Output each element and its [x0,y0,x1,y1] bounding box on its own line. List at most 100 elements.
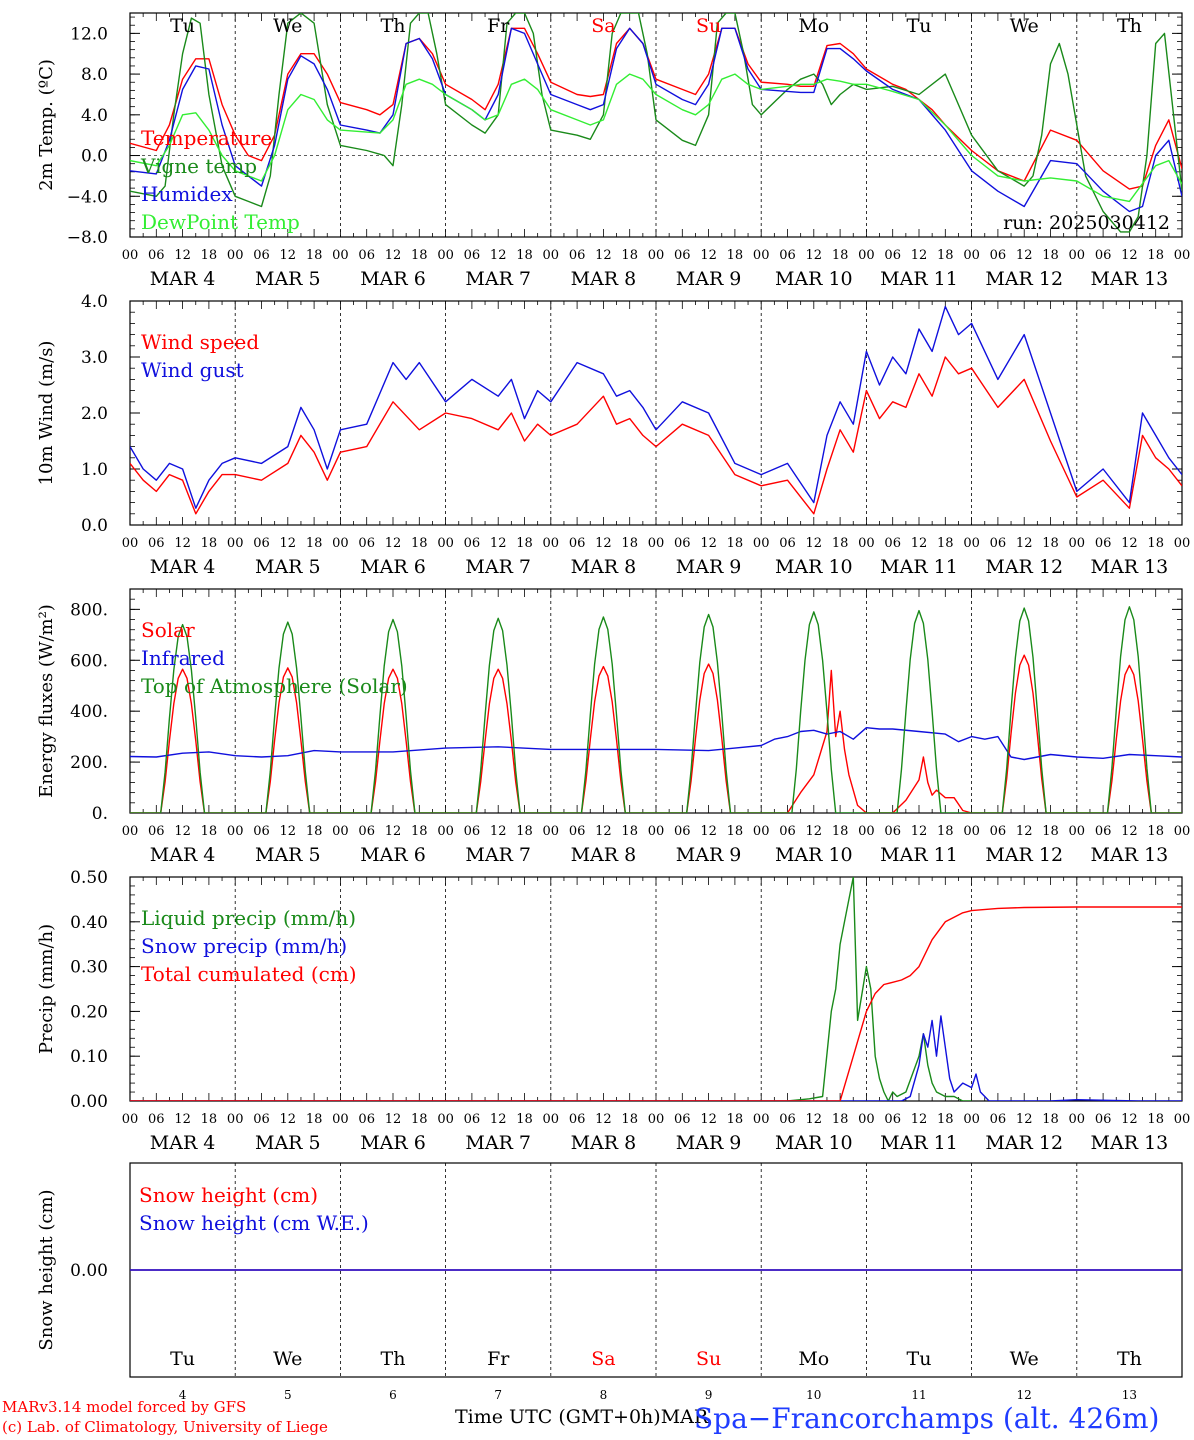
date-label: MAR 7 [465,844,531,866]
hour-label: 06 [990,248,1007,263]
hour-label: 00 [227,248,244,263]
hour-label: 00 [753,824,770,839]
day-number-label: 13 [1122,1388,1137,1400]
plot-area [130,606,1182,813]
weekday-label: Tu [907,15,932,37]
hour-label: 06 [779,1112,796,1127]
hour-label: 00 [437,824,454,839]
hour-label: 06 [990,536,1007,551]
hour-label: 00 [648,248,665,263]
day-number-label: 12 [1017,1388,1032,1400]
y-axis-label: 2m Temp. (ºC) [36,59,57,191]
hour-label: 06 [464,824,481,839]
date-label: MAR 5 [255,844,321,866]
hour-label: 00 [227,536,244,551]
x-axis-title: Time UTC (GMT+0h)MAR [455,1406,708,1428]
hour-label: 06 [464,248,481,263]
hour-label: 18 [1042,536,1059,551]
hour-label: 18 [201,248,218,263]
legend-entry: Snow height (cm) [139,1183,318,1207]
y-tick-label: 4.0 [81,106,108,126]
hour-label: 06 [569,248,586,263]
run-annotation: run: 2025030412 [1003,212,1170,234]
day-number-label: 10 [806,1388,821,1400]
hour-label: 18 [621,824,638,839]
hour-label: 18 [727,824,744,839]
date-label: MAR 13 [1091,268,1169,290]
y-tick-label: 600. [70,651,108,671]
hour-label: 12 [1016,536,1033,551]
y-tick-label: 0.50 [70,868,108,888]
hour-label: 18 [516,248,533,263]
y-tick-label: 2.0 [81,404,108,424]
hour-label: 06 [884,536,901,551]
date-label: MAR 12 [985,1132,1063,1154]
date-label: MAR 13 [1091,556,1169,578]
hour-label: 00 [543,536,560,551]
hour-label: 18 [411,1112,428,1127]
y-tick-label: −4.0 [67,187,108,207]
hour-label: 06 [1095,824,1112,839]
weekday-label: We [1010,1348,1039,1370]
y-tick-label: 0. [92,804,108,824]
y-tick-label: 800. [70,600,108,620]
date-label: MAR 10 [775,844,853,866]
hour-label: 18 [1147,536,1164,551]
date-label: MAR 9 [676,844,742,866]
hour-label: 06 [884,824,901,839]
date-label: MAR 7 [465,556,531,578]
weekday-label: Sa [591,1348,615,1370]
hour-label: 00 [858,248,875,263]
series-line-total-cumulated-cm [130,906,1182,1101]
hour-label: 18 [306,248,323,263]
hour-label: 12 [700,248,717,263]
hour-label: 18 [411,248,428,263]
y-tick-label: 0.10 [70,1047,108,1067]
date-label: MAR 11 [880,1132,958,1154]
weekday-label: Fr [487,15,510,37]
hour-label: 06 [358,1112,375,1127]
hour-label: 12 [700,536,717,551]
y-axis-label: Snow height (cm) [36,1189,57,1350]
hour-label: 18 [937,824,954,839]
hour-label: 18 [621,536,638,551]
hour-label: 06 [1095,536,1112,551]
hour-label: 00 [543,248,560,263]
panel-precip: 0.00 0.10 0.20 0.30 0.40 0.50 Precip (mm/h) 00 0… [36,868,1190,1154]
y-tick-label: 0.0 [81,147,108,167]
hour-label: 06 [253,824,270,839]
date-label: MAR 12 [985,556,1063,578]
day-number-label: 9 [705,1388,713,1400]
meteogram: −8.0 −4.0 0.0 4.0 8.0 12.0 2m Temp. (ºC) 00 06 12… [36,12,1191,1400]
hour-label: 06 [358,824,375,839]
model-credit: MARv3.14 model forced by GFS [2,1398,247,1416]
hour-label: 18 [832,1112,849,1127]
date-label: MAR 5 [255,556,321,578]
hour-label: 18 [937,1112,954,1127]
hour-label: 18 [727,1112,744,1127]
hour-label: 00 [1069,248,1086,263]
hour-label: 00 [1174,824,1191,839]
hour-label: 12 [911,248,928,263]
hour-label: 12 [806,248,823,263]
date-label: MAR 9 [676,268,742,290]
legend-entry: Snow precip (mm/h) [141,934,347,958]
hour-label: 12 [174,536,191,551]
y-tick-label: 0.40 [70,913,108,933]
date-label: MAR 4 [150,268,216,290]
date-label: MAR 9 [676,556,742,578]
hour-label: 00 [227,824,244,839]
hour-label: 00 [1174,1112,1191,1127]
hour-label: 12 [1016,824,1033,839]
weekday-label: Fr [487,1348,510,1370]
hour-label: 12 [806,1112,823,1127]
legend-entry: Wind gust [141,358,244,382]
station-title: Spa−Francorchamps (alt. 426m) [694,1402,1160,1435]
hour-label: 12 [1121,248,1138,263]
series-line-dewpoint-temp [130,73,1182,203]
y-axis-label: Energy fluxes (W/m²) [36,604,57,798]
hour-label: 00 [963,536,980,551]
legend-entry: Vigne temp [140,154,257,178]
panel-energy: 0. 200. 400. 600. 800. Energy fluxes (W/m²) 00… [36,588,1191,866]
hour-label: 12 [385,536,402,551]
